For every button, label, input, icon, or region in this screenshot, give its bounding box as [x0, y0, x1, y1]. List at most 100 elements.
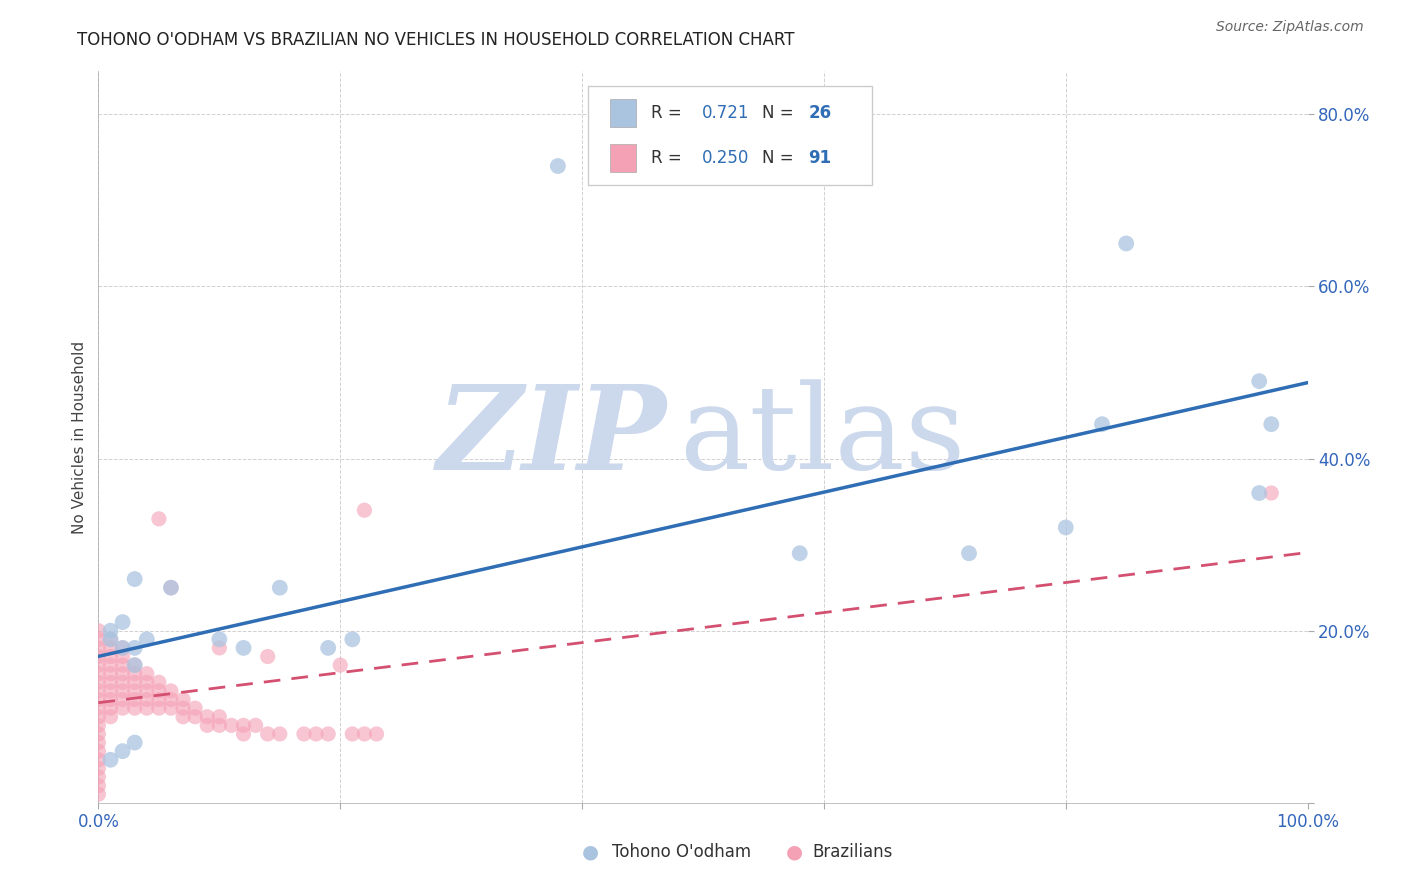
Point	[160, 581, 183, 595]
Point	[232, 727, 254, 741]
Point	[135, 692, 157, 706]
Text: N =: N =	[762, 104, 799, 122]
Text: ZIP: ZIP	[437, 380, 666, 494]
Point	[124, 666, 146, 681]
Point	[1091, 417, 1114, 432]
Point	[292, 727, 315, 741]
Point	[100, 701, 122, 715]
FancyBboxPatch shape	[610, 99, 637, 127]
Point	[135, 666, 157, 681]
Point	[172, 701, 194, 715]
Text: Source: ZipAtlas.com: Source: ZipAtlas.com	[1216, 20, 1364, 34]
Point	[195, 710, 218, 724]
Text: 0.721: 0.721	[702, 104, 749, 122]
Point	[111, 666, 134, 681]
Point	[172, 692, 194, 706]
Point	[547, 159, 569, 173]
Point	[87, 744, 110, 758]
Point	[100, 675, 122, 690]
FancyBboxPatch shape	[610, 144, 637, 171]
Text: N =: N =	[762, 149, 799, 167]
Text: TOHONO O'ODHAM VS BRAZILIAN NO VEHICLES IN HOUSEHOLD CORRELATION CHART: TOHONO O'ODHAM VS BRAZILIAN NO VEHICLES …	[77, 31, 794, 49]
Text: 91: 91	[808, 149, 831, 167]
Point	[135, 701, 157, 715]
Point	[124, 735, 146, 749]
Point	[111, 692, 134, 706]
Point	[124, 692, 146, 706]
Point	[160, 581, 183, 595]
Point	[148, 512, 170, 526]
FancyBboxPatch shape	[588, 86, 872, 185]
Point	[100, 666, 122, 681]
Point	[87, 779, 110, 793]
Point	[160, 692, 183, 706]
Point	[100, 684, 122, 698]
Point	[100, 624, 122, 638]
Point	[160, 684, 183, 698]
Text: ●: ●	[582, 842, 599, 862]
Point	[100, 632, 122, 647]
Point	[366, 727, 388, 741]
Point	[100, 632, 122, 647]
Point	[100, 692, 122, 706]
Point	[269, 727, 291, 741]
Point	[124, 675, 146, 690]
Point	[329, 658, 352, 673]
Point	[111, 640, 134, 655]
Point	[135, 675, 157, 690]
Point	[124, 658, 146, 673]
Point	[316, 640, 339, 655]
Text: Brazilians: Brazilians	[813, 843, 893, 861]
Point	[100, 658, 122, 673]
Point	[87, 727, 110, 741]
Point	[111, 675, 134, 690]
Text: 0.250: 0.250	[702, 149, 749, 167]
Point	[342, 632, 364, 647]
Point	[256, 649, 278, 664]
Point	[100, 710, 122, 724]
Point	[1249, 374, 1271, 388]
Point	[256, 727, 278, 741]
Point	[87, 658, 110, 673]
Point	[353, 503, 375, 517]
Point	[957, 546, 980, 560]
Point	[148, 692, 170, 706]
Point	[87, 640, 110, 655]
Point	[208, 640, 231, 655]
Point	[100, 753, 122, 767]
Point	[208, 718, 231, 732]
Point	[316, 727, 339, 741]
Point	[87, 624, 110, 638]
Text: 26: 26	[808, 104, 831, 122]
Point	[124, 658, 146, 673]
Point	[87, 770, 110, 784]
Point	[87, 753, 110, 767]
Point	[1054, 520, 1077, 534]
Point	[87, 684, 110, 698]
Point	[100, 640, 122, 655]
Point	[148, 675, 170, 690]
Point	[184, 701, 207, 715]
Point	[87, 787, 110, 801]
Text: R =: R =	[651, 104, 688, 122]
Point	[184, 710, 207, 724]
Point	[148, 701, 170, 715]
Point	[342, 727, 364, 741]
Text: R =: R =	[651, 149, 688, 167]
Point	[160, 701, 183, 715]
Point	[87, 632, 110, 647]
Point	[111, 744, 134, 758]
Point	[232, 640, 254, 655]
Point	[232, 718, 254, 732]
Point	[87, 710, 110, 724]
Point	[1260, 486, 1282, 500]
Point	[87, 735, 110, 749]
Point	[87, 649, 110, 664]
Point	[111, 649, 134, 664]
Point	[87, 692, 110, 706]
Point	[1115, 236, 1137, 251]
Point	[87, 761, 110, 775]
Point	[245, 718, 267, 732]
Point	[124, 701, 146, 715]
Point	[111, 658, 134, 673]
